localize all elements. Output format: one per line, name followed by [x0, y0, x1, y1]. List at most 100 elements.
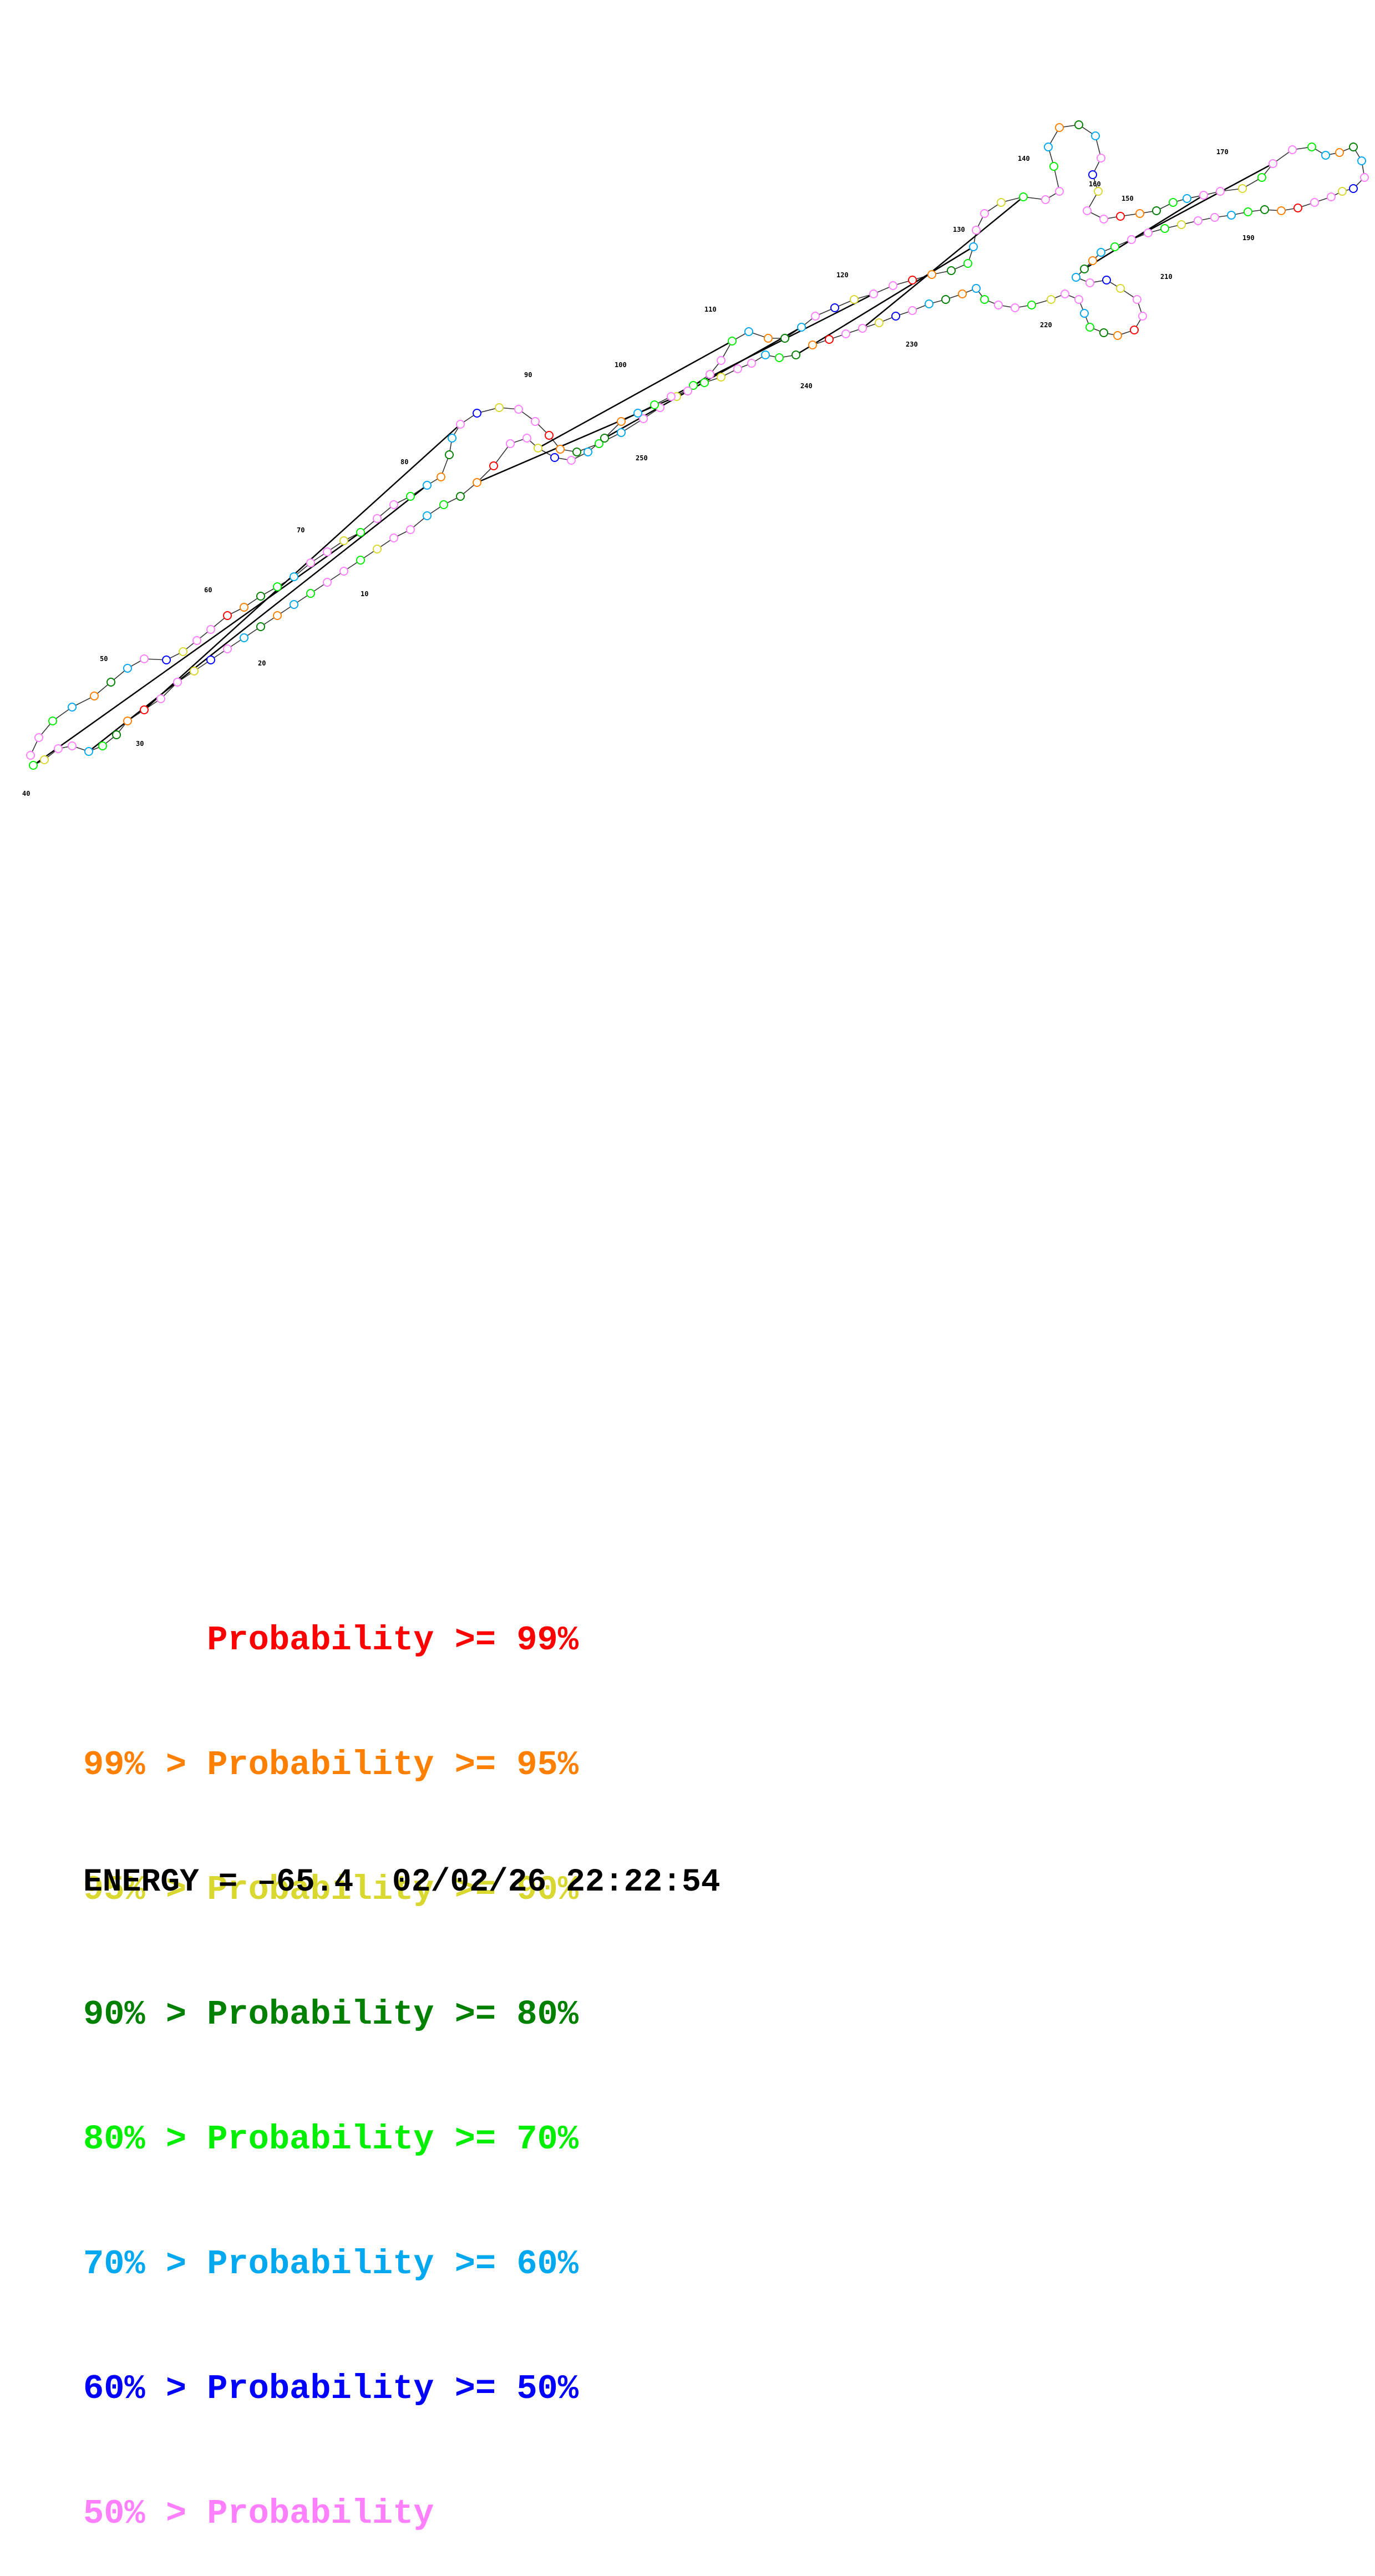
- legend-item-90: 95% > Probability >= 90%: [83, 1870, 579, 1909]
- nucleotide: [1210, 213, 1219, 222]
- nucleotide: [733, 364, 742, 373]
- nucleotide: [290, 572, 298, 581]
- nucleotide: [423, 511, 432, 520]
- nucleotide: [1227, 211, 1236, 220]
- nucleotide: [875, 318, 884, 327]
- nucleotide: [1130, 326, 1139, 334]
- nucleotide: [1257, 173, 1266, 182]
- nucleotide: [1110, 242, 1119, 251]
- nucleotide: [567, 456, 576, 465]
- nucleotide: [908, 306, 917, 315]
- nucleotide: [140, 654, 149, 663]
- nucleotide: [556, 445, 565, 454]
- nucleotide: [1055, 123, 1064, 132]
- nucleotide: [1085, 323, 1094, 332]
- nucleotide: [456, 420, 465, 429]
- nucleotide: [1072, 273, 1080, 282]
- position-label: 130: [953, 226, 965, 233]
- base-pair-bond: [33, 531, 361, 766]
- legend-item-80: 90% > Probability >= 80%: [83, 1995, 579, 2034]
- nucleotide: [1238, 184, 1247, 193]
- position-label: 100: [615, 361, 627, 369]
- nucleotide: [1044, 143, 1053, 151]
- nucleotide: [927, 270, 936, 279]
- nucleotide: [1019, 192, 1028, 201]
- nucleotide: [84, 747, 93, 756]
- nucleotide: [140, 705, 149, 714]
- base-pair-bond: [476, 395, 677, 484]
- nucleotide: [522, 434, 531, 443]
- nucleotide: [572, 448, 581, 456]
- nucleotide: [633, 409, 642, 418]
- nucleotide: [1041, 195, 1050, 204]
- backbone: [30, 124, 1365, 766]
- nucleotide: [1260, 205, 1269, 214]
- nucleotide: [889, 281, 897, 290]
- nucleotide: [1310, 198, 1319, 207]
- nucleotide: [1097, 248, 1105, 257]
- nucleotide: [323, 547, 332, 556]
- nucleotide: [1307, 143, 1316, 151]
- nucleotide: [1049, 162, 1058, 171]
- legend-item-60: 70% > Probability >= 60%: [83, 2244, 579, 2284]
- nucleotide: [1183, 194, 1191, 203]
- nucleotide: [972, 284, 981, 293]
- nucleotide: [700, 378, 709, 387]
- position-label: 60: [204, 586, 212, 594]
- nucleotide: [448, 434, 456, 443]
- nucleotide: [1135, 209, 1144, 218]
- nucleotide: [1094, 187, 1103, 196]
- backbone-line: [30, 124, 1365, 766]
- position-label: 250: [636, 454, 648, 462]
- nucleotide: [256, 592, 265, 601]
- nucleotide: [29, 761, 38, 770]
- base-pair-bond: [1131, 162, 1273, 241]
- legend-item-70: 80% > Probability >= 70%: [83, 2120, 579, 2159]
- nucleotide: [1133, 295, 1141, 304]
- position-label: 70: [297, 526, 305, 534]
- nucleotide: [947, 266, 956, 275]
- nucleotide: [373, 545, 382, 553]
- nucleotide: [389, 500, 398, 509]
- nucleotide: [797, 323, 806, 332]
- position-label: 10: [361, 590, 368, 598]
- nucleotide: [617, 417, 626, 426]
- nucleotide: [941, 295, 950, 304]
- nucleotide: [531, 417, 540, 426]
- base-pair-bond: [88, 485, 428, 752]
- rna-secondary-structure-diagram: 10 20 30 40 50 60 70 80 90 100 110 120 130 140 150 160 1…: [22, 120, 1369, 797]
- nucleotide: [550, 453, 559, 462]
- nucleotide: [617, 428, 626, 437]
- base-pair-bond: [537, 340, 733, 449]
- nucleotide: [190, 667, 199, 675]
- nucleotide: [98, 741, 107, 750]
- nucleotide: [1335, 148, 1344, 157]
- position-label: 20: [258, 659, 266, 667]
- nucleotide: [1091, 131, 1100, 140]
- nucleotide: [48, 717, 57, 725]
- nucleotide: [1011, 303, 1019, 312]
- nucleotide: [650, 400, 659, 409]
- nucleotide: [156, 694, 165, 703]
- nucleotide: [1088, 170, 1097, 179]
- legend-item-below-50: 50% > Probability: [83, 2494, 434, 2533]
- position-label: 120: [836, 271, 849, 279]
- nucleotide: [1277, 206, 1286, 215]
- nucleotide: [1085, 278, 1094, 287]
- nucleotide: [339, 536, 348, 545]
- nucleotide: [506, 439, 515, 448]
- position-label: 240: [800, 382, 813, 390]
- nucleotide: [1357, 156, 1366, 165]
- nucleotide: [173, 678, 182, 687]
- nucleotide: [1349, 184, 1358, 193]
- nucleotide: [1097, 154, 1105, 162]
- nucleotide: [1055, 187, 1064, 196]
- nucleotide: [1127, 235, 1136, 244]
- nucleotide: [495, 403, 504, 412]
- nucleotide: [273, 611, 282, 620]
- nucleotide: [1169, 198, 1178, 207]
- nucleotide: [68, 703, 77, 712]
- nucleotide: [980, 295, 989, 304]
- nucleotide: [1080, 265, 1089, 273]
- position-label: 50: [100, 655, 108, 663]
